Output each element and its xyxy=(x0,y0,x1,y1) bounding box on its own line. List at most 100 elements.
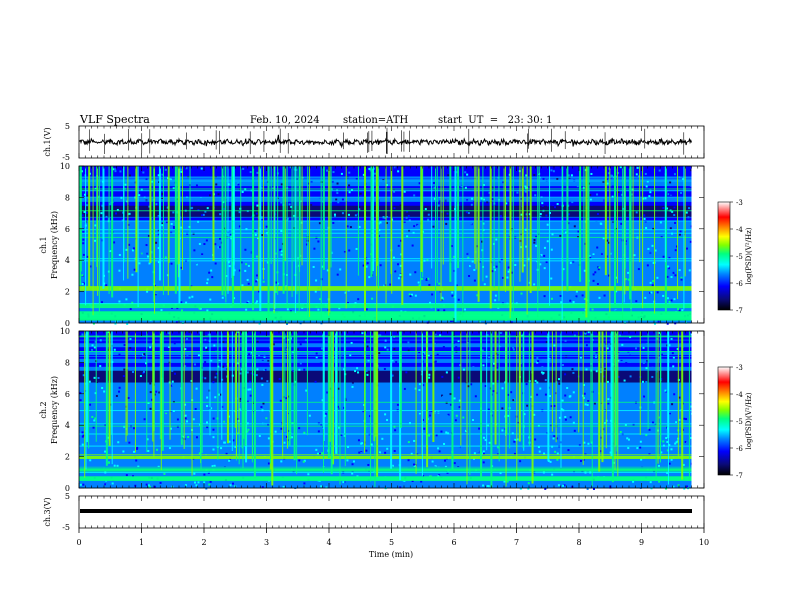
spectrogram-speckle xyxy=(343,434,346,437)
spectrogram-speckle xyxy=(470,222,473,225)
spectrogram-speckle xyxy=(433,186,436,189)
spectrogram-sferic xyxy=(391,166,393,294)
spectrogram-sferic xyxy=(329,166,331,313)
spectrogram-speckle xyxy=(668,462,671,465)
spectrogram-row xyxy=(79,173,692,179)
ch1-waveform-xticks xyxy=(78,126,705,158)
spectrogram-speckle xyxy=(482,450,485,453)
spectrogram-speckle xyxy=(545,285,548,288)
spectrogram-speckle xyxy=(654,249,657,252)
spectrogram-speckle xyxy=(645,185,648,188)
spectrogram-speckle xyxy=(447,383,450,386)
spectrogram-ytick-label: 10 xyxy=(60,162,70,171)
ch1-colorbar-ticks: -3-4-5-6-7 xyxy=(730,199,743,315)
spectrogram-speckle xyxy=(183,463,186,466)
spectrogram-row xyxy=(79,185,692,191)
spectrogram-speckle xyxy=(670,448,673,451)
spectrogram-speckle xyxy=(307,473,310,476)
spectrogram-speckle xyxy=(94,417,97,420)
spectrogram-speckle xyxy=(571,485,574,488)
spectrogram-speckle xyxy=(460,185,463,188)
spectrogram-sferic xyxy=(298,166,301,262)
spectrogram-speckle xyxy=(340,172,343,175)
spectrogram-speckle xyxy=(558,416,561,419)
spectrogram-speckle xyxy=(337,405,340,408)
spectrogram-speckle xyxy=(678,418,681,421)
spectrogram-speckle xyxy=(652,280,655,283)
spectrogram-speckle xyxy=(571,201,574,204)
spectrogram-speckle xyxy=(574,367,577,370)
spectrogram-speckle xyxy=(478,260,481,263)
spectrogram-speckle xyxy=(580,307,583,310)
spectrogram-speckle xyxy=(636,447,639,450)
spectrogram-speckle xyxy=(167,346,170,349)
spectrogram-speckle xyxy=(596,212,599,215)
spectrogram-speckle xyxy=(212,417,215,420)
spectrogram-speckle xyxy=(440,173,443,176)
spectrogram-speckle xyxy=(267,462,270,465)
spectrogram-speckle xyxy=(109,250,112,253)
spectrogram-speckle xyxy=(181,435,184,438)
spectrogram-speckle xyxy=(407,341,410,344)
spectrogram-speckle xyxy=(539,387,542,390)
spectrogram-sferic xyxy=(590,331,592,443)
spectrogram-speckle xyxy=(114,459,117,462)
spectrogram-speckle xyxy=(557,484,560,487)
spectrogram-speckle xyxy=(566,387,569,390)
spectrogram-speckle xyxy=(157,233,160,236)
spectrogram-speckle xyxy=(594,432,597,435)
spectrogram-row xyxy=(79,299,692,304)
spectrogram-speckle xyxy=(676,440,679,443)
spectrogram-speckle xyxy=(570,436,573,439)
spectrogram-speckle xyxy=(302,460,305,463)
spectrogram-no-data xyxy=(691,331,704,488)
spectrogram-speckle xyxy=(142,171,145,174)
spectrogram-speckle xyxy=(319,362,322,365)
spectrogram-speckle xyxy=(677,484,680,487)
spectrogram-speckle xyxy=(315,352,318,355)
spectrogram-speckle xyxy=(396,173,399,176)
spectrogram-speckle xyxy=(244,248,247,251)
spectrogram-speckle xyxy=(635,186,638,189)
spectrogram-sferic xyxy=(212,166,215,261)
spectrogram-sferic xyxy=(162,166,164,295)
spectrogram-speckle xyxy=(444,422,447,425)
spectrogram-speckle xyxy=(104,450,107,453)
spectrogram-speckle xyxy=(680,191,683,194)
spectrogram-speckle xyxy=(356,367,359,370)
spectrogram-speckle xyxy=(81,333,84,336)
spectrogram-speckle xyxy=(555,398,558,401)
spectrogram-speckle xyxy=(339,268,342,271)
time-axis-label: Time (min) xyxy=(369,550,413,559)
spectrogram-speckle xyxy=(220,447,223,450)
spectrogram-speckle xyxy=(651,284,654,287)
spectrogram-speckle xyxy=(246,407,249,410)
spectrogram-speckle xyxy=(148,218,151,221)
spectrogram-speckle xyxy=(463,383,466,386)
spectrogram-speckle xyxy=(507,270,510,273)
spectrogram-speckle xyxy=(533,238,536,241)
spectrogram-speckle xyxy=(608,274,611,277)
spectrogram-speckle xyxy=(279,399,282,402)
ch3-waveform-panel: 5 -5 ch.3(V) xyxy=(43,492,705,532)
spectrogram-speckle xyxy=(497,354,500,357)
spectrogram-sferic xyxy=(667,331,669,485)
spectrogram-speckle xyxy=(420,277,423,280)
spectrogram-sferic xyxy=(498,331,500,462)
spectrogram-speckle xyxy=(173,392,176,395)
spectrogram-speckle xyxy=(399,274,402,277)
spectrogram-speckle xyxy=(455,284,458,287)
spectrogram-speckle xyxy=(195,263,198,266)
spectrogram-speckle xyxy=(113,348,116,351)
spectrogram-speckle xyxy=(81,431,84,434)
spectrogram-speckle xyxy=(173,372,176,375)
spectrogram-speckle xyxy=(107,461,110,464)
spectrogram-speckle xyxy=(173,342,176,345)
spectrogram-speckle xyxy=(581,294,584,297)
spectrogram-speckle xyxy=(145,483,148,486)
spectrogram-speckle xyxy=(85,211,88,214)
spectrogram-speckle xyxy=(93,376,96,379)
spectrogram-speckle xyxy=(483,283,486,286)
spectrogram-speckle xyxy=(518,201,521,204)
spectrogram-speckle xyxy=(690,195,693,198)
